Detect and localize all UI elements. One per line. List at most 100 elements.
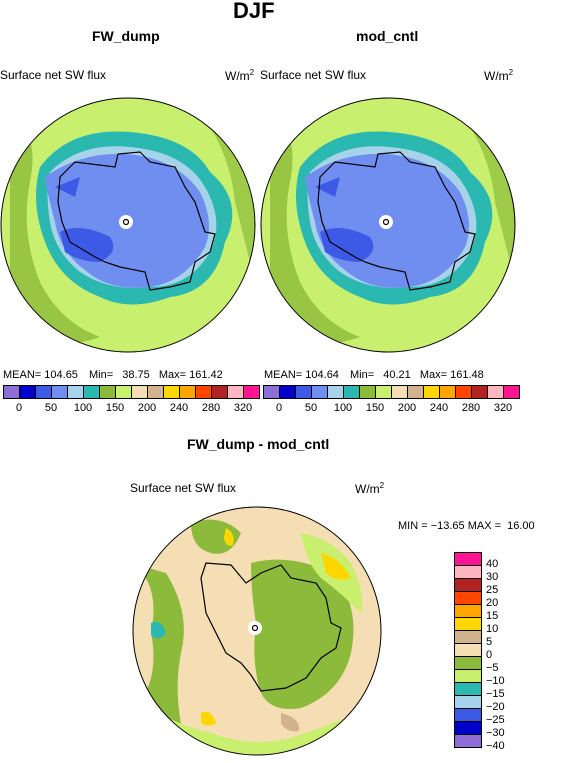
- stats-right: MEAN= 104.64 Min= 40.21 Max= 161.48: [264, 369, 484, 381]
- colorbar-cell: [99, 385, 116, 399]
- mean-value: 104.64: [305, 369, 339, 381]
- colorbar-cell: [327, 385, 344, 399]
- min-value: 38.75: [122, 369, 150, 381]
- min-value: 40.21: [383, 369, 411, 381]
- colorbar-left: 0 50 100 150 200 240 280 320: [3, 385, 260, 415]
- colorbar-cell: [19, 385, 36, 399]
- colorbar-cell: [423, 385, 440, 399]
- diff-colorbar-cell: [454, 682, 482, 696]
- diff-colorbar-cell: [454, 643, 482, 657]
- pole-marker: [248, 621, 262, 635]
- colorbar-cell: [131, 385, 148, 399]
- diff-units-text: W/m: [355, 482, 380, 496]
- low-flux-region: [320, 228, 374, 262]
- variable-label-left: Surface net SW flux: [0, 68, 107, 82]
- pole-marker: [119, 215, 133, 229]
- diff-units-exp: 2: [379, 481, 385, 490]
- positive-yellow-n: [224, 528, 234, 546]
- mean-value: 104.65: [44, 369, 78, 381]
- map-boundary: [260, 97, 516, 353]
- colorbar-cell: [295, 385, 312, 399]
- diff-colorbar-tick-label: −10: [486, 675, 505, 687]
- colorbar-tick-label: 100: [333, 402, 353, 414]
- diff-colorbar-cell: [454, 708, 482, 722]
- map-boundary: [132, 506, 382, 756]
- low-flux-region: [60, 228, 114, 262]
- diff-colorbar-tick-label: −40: [486, 740, 505, 752]
- positive-yellow-ne: [321, 553, 351, 580]
- negative-teal-w: [151, 621, 166, 639]
- diff-units-label: W/m2: [355, 481, 384, 496]
- diff-colorbar-tick-label: −20: [486, 701, 505, 713]
- colorbar-cell: [3, 385, 20, 399]
- max-value: 161.42: [189, 369, 223, 381]
- colorbar-tick-label: 240: [169, 402, 189, 414]
- dark-green-region: [10, 112, 100, 344]
- colorbar-cell: [147, 385, 164, 399]
- diff-colorbar-cell: [454, 721, 482, 735]
- diff-colorbar-tick-label: 15: [486, 610, 499, 622]
- positive-brown-s: [281, 713, 300, 732]
- colorbar-tick-label: 280: [201, 402, 221, 414]
- colorbar-cell: [163, 385, 180, 399]
- colorbar-cell: [51, 385, 68, 399]
- max-value: 161.48: [450, 369, 484, 381]
- pole-dot: [122, 218, 130, 226]
- diff-colorbar-cell: [454, 656, 482, 670]
- diff-colorbar-cell: [454, 734, 482, 748]
- colorbar-cell: [263, 385, 280, 399]
- colorbar-right: 0 50 100 150 200 240 280 320: [263, 385, 520, 415]
- diff-colorbar-tick-label: 5: [486, 636, 493, 648]
- antarctic-coastline: [200, 562, 342, 692]
- diff-colorbar-tick-label: 20: [486, 597, 499, 609]
- colorbar-cell: [439, 385, 456, 399]
- diff-colorbar-tick-label: −15: [486, 688, 505, 700]
- colorbar-cell: [227, 385, 244, 399]
- diff-colorbar-cell: [454, 604, 482, 618]
- diff-colorbar-tick-label: 25: [486, 584, 499, 596]
- antarctic-coastline: [317, 151, 476, 291]
- diff-colorbar-cell: [454, 591, 482, 605]
- mean-label: MEAN=: [264, 369, 303, 381]
- pole-dot: [251, 624, 259, 632]
- diff-colorbar-cell: [454, 695, 482, 709]
- diff-colorbar-tick-label: 40: [486, 558, 499, 570]
- pole-dot: [382, 218, 390, 226]
- diff-colorbar-cell: [454, 565, 482, 579]
- units-exp-right: 2: [508, 68, 514, 77]
- colorbar-cell: [471, 385, 488, 399]
- diff-colorbar-tick-label: −5: [486, 662, 499, 674]
- colorbar-cell: [279, 385, 296, 399]
- diff-colorbar-cell: [454, 617, 482, 631]
- colorbar-tick-label: 50: [304, 402, 318, 414]
- polar-map-right: [260, 97, 516, 353]
- dark-green-region: [270, 112, 360, 344]
- polar-map-diff: [132, 506, 382, 756]
- units-label-left: W/m2: [225, 68, 254, 83]
- diff-stats: MIN = −13.65 MAX = 16.00: [398, 520, 535, 532]
- colorbar-tick-label: 0: [275, 402, 283, 414]
- colorbar-tick-label: 240: [429, 402, 449, 414]
- diff-colorbar-tick-label: 0: [486, 649, 493, 661]
- diff-colorbar-cell: [454, 669, 482, 683]
- panel-title-left: FW_dump: [92, 28, 160, 44]
- colorbar-tick-label: 0: [15, 402, 23, 414]
- diff-panel-title: FW_dump - mod_cntl: [187, 436, 330, 452]
- diff-variable-label: Surface net SW flux: [130, 481, 237, 495]
- min-label: Min=: [350, 369, 375, 381]
- colorbar-cell: [115, 385, 132, 399]
- polar-map-left: [0, 97, 256, 353]
- diff-colorbar-tick-label: −25: [486, 714, 505, 726]
- units-text-left: W/m: [225, 69, 250, 83]
- colorbar-cell: [83, 385, 100, 399]
- colorbar-cell: [211, 385, 228, 399]
- figure-title: DJF: [233, 0, 275, 23]
- positive-yellow-s: [201, 711, 216, 726]
- units-text-right: W/m: [484, 69, 509, 83]
- diff-colorbar-tick-label: −30: [486, 727, 505, 739]
- colorbar-tick-label: 280: [461, 402, 481, 414]
- min-label: Min=: [89, 369, 114, 381]
- mean-label: MEAN=: [3, 369, 42, 381]
- stats-left: MEAN= 104.65 Min= 38.75 Max= 161.42: [3, 369, 223, 381]
- colorbar-tick-label: 320: [233, 402, 253, 414]
